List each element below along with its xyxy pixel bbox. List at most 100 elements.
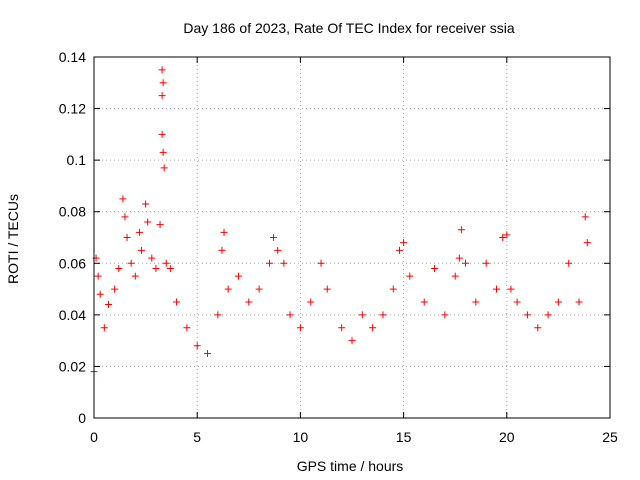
- data-point: [451, 272, 459, 280]
- data-point: [575, 298, 583, 306]
- data-point: [462, 259, 470, 267]
- data-point: [395, 246, 403, 254]
- data-point: [220, 228, 228, 236]
- data-point: [265, 259, 273, 267]
- data-point: [173, 298, 181, 306]
- data-point: [348, 337, 356, 345]
- data-points: [90, 66, 591, 376]
- data-point: [565, 259, 573, 267]
- plot-frame: [93, 56, 611, 419]
- data-point: [135, 228, 143, 236]
- data-point: [142, 200, 150, 208]
- data-point: [270, 234, 278, 241]
- data-point: [152, 264, 160, 272]
- data-point: [166, 264, 174, 272]
- data-point: [160, 164, 168, 172]
- data-point: [121, 213, 129, 221]
- data-point: [379, 311, 387, 319]
- y-axis-ticks: 0 0.02 0.04 0.06 0.08 0.1 0.12 0.14: [59, 49, 610, 426]
- data-point: [523, 311, 531, 319]
- data-point: [137, 246, 145, 254]
- data-point: [204, 350, 212, 358]
- data-point: [100, 324, 108, 332]
- data-point: [457, 226, 465, 234]
- data-point: [323, 285, 331, 293]
- data-point: [214, 311, 222, 319]
- data-point: [148, 254, 156, 262]
- y-axis-label: ROTI / TECUs: [5, 194, 21, 284]
- data-point: [94, 272, 102, 280]
- data-point: [234, 272, 242, 280]
- x-tick-label: 25: [602, 429, 618, 445]
- data-point: [158, 92, 166, 100]
- data-point: [296, 324, 304, 332]
- data-point: [503, 231, 511, 239]
- x-tick-label: 20: [499, 429, 515, 445]
- data-point: [274, 246, 282, 254]
- data-point: [280, 259, 288, 267]
- grid-lines: [94, 57, 610, 418]
- data-point: [123, 234, 131, 241]
- x-axis-ticks: 0 5 10 15 20 25: [90, 57, 618, 445]
- data-point: [581, 213, 589, 221]
- data-point: [492, 285, 500, 293]
- y-tick-label: 0.1: [67, 152, 87, 168]
- data-point: [499, 234, 507, 241]
- data-point: [131, 272, 139, 280]
- data-point: [455, 254, 463, 262]
- data-point: [286, 311, 294, 319]
- data-point: [159, 148, 167, 156]
- data-point: [307, 298, 315, 306]
- data-point: [441, 311, 449, 319]
- data-point: [218, 246, 226, 254]
- data-point: [158, 66, 166, 74]
- x-tick-label: 0: [90, 429, 98, 445]
- data-point: [158, 130, 166, 138]
- data-point: [159, 79, 167, 87]
- data-point: [338, 324, 346, 332]
- data-point: [156, 221, 164, 229]
- x-tick-label: 15: [396, 429, 412, 445]
- data-point: [406, 272, 414, 280]
- y-tick-label: 0.14: [59, 49, 86, 65]
- data-point: [389, 285, 397, 293]
- y-tick-label: 0.04: [59, 307, 86, 323]
- y-tick-label: 0.12: [59, 101, 86, 117]
- data-point: [554, 298, 562, 306]
- y-tick-label: 0.08: [59, 204, 86, 220]
- data-point: [369, 324, 377, 332]
- x-axis-label: GPS time / hours: [297, 458, 404, 474]
- y-tick-label: 0.02: [59, 358, 86, 374]
- data-point: [255, 285, 263, 293]
- data-point: [513, 298, 521, 306]
- y-tick-label: 0: [78, 410, 86, 426]
- data-point: [162, 259, 170, 267]
- data-point: [224, 285, 232, 293]
- data-point: [119, 195, 127, 203]
- x-tick-label: 10: [293, 429, 309, 445]
- data-point: [431, 264, 439, 272]
- data-point: [127, 259, 135, 267]
- data-point: [400, 239, 408, 247]
- chart-title: Day 186 of 2023, Rate Of TEC Index for r…: [183, 20, 514, 36]
- data-point: [193, 342, 201, 350]
- data-point: [482, 259, 490, 267]
- data-point: [183, 324, 191, 332]
- y-tick-label: 0.06: [59, 255, 86, 271]
- data-point: [544, 311, 552, 319]
- data-point: [472, 298, 480, 306]
- data-point: [583, 239, 591, 247]
- data-point: [104, 301, 112, 309]
- data-point: [245, 298, 253, 306]
- data-point: [358, 311, 366, 319]
- data-point: [96, 290, 104, 298]
- data-point: [420, 298, 428, 306]
- data-point: [144, 218, 152, 226]
- data-point: [507, 285, 515, 293]
- data-point: [534, 324, 542, 332]
- data-point: [111, 285, 119, 293]
- data-point: [115, 264, 123, 272]
- x-tick-label: 5: [193, 429, 201, 445]
- data-point: [317, 259, 325, 267]
